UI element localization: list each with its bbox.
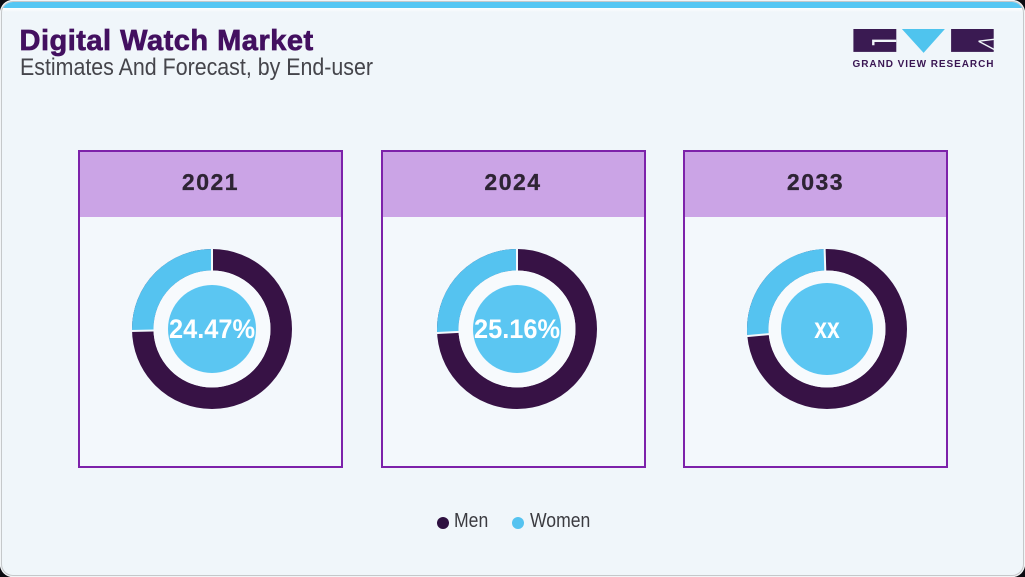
svg-text:xx: xx (814, 312, 840, 345)
svg-text:24.47%: 24.47% (169, 314, 255, 344)
svg-text:25.16%: 25.16% (474, 314, 560, 344)
